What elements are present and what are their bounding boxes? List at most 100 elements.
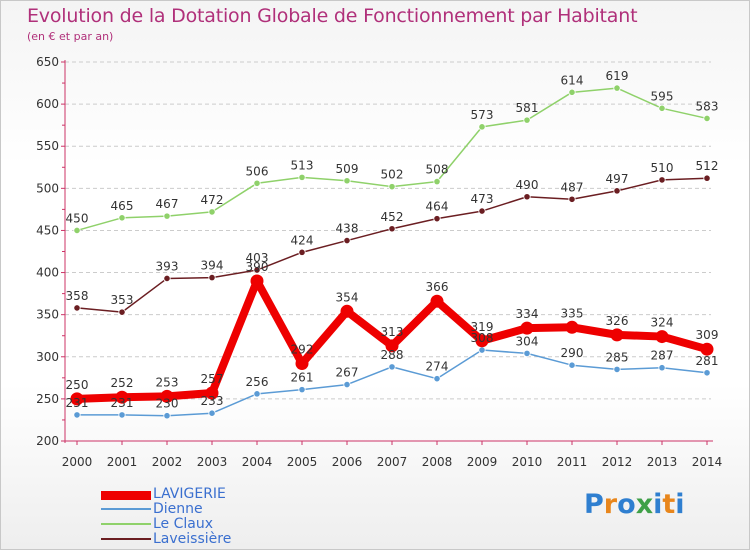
data-label-dienne-2003: 233 [201, 394, 224, 408]
data-label-le-claux-2010: 581 [516, 101, 539, 115]
data-point-laveissi-re-2012 [613, 187, 621, 195]
data-point-le-claux-2008 [433, 177, 441, 186]
data-point-dienne-2007 [388, 363, 396, 371]
legend-label-le-claux: Le Claux [153, 516, 214, 532]
data-label-laveissi-re-2005: 424 [291, 233, 314, 247]
logo-letter: t [662, 489, 676, 520]
data-label-laveissi-re-2004: 403 [246, 251, 269, 265]
legend-swatch-dienne [101, 508, 151, 510]
logo-letter: x [635, 489, 654, 520]
data-label-le-claux-2014: 583 [696, 99, 719, 113]
data-label-lavigerie-2004: 390 [246, 260, 269, 274]
data-label-dienne-2002: 230 [156, 397, 179, 411]
data-label-laveissi-re-2008: 464 [426, 200, 449, 214]
x-tick-label-2008: 2008 [422, 455, 453, 469]
data-point-le-claux-2010 [523, 116, 531, 124]
chart-subtitle: (en € et par an) [27, 30, 114, 43]
data-point-dienne-2000 [73, 411, 81, 419]
y-tick-label-350: 350 [36, 308, 59, 322]
data-point-le-claux-2011 [568, 88, 576, 96]
data-label-dienne-2012: 285 [606, 350, 629, 364]
data-point-le-claux-2005 [298, 173, 306, 181]
legend-label-laveissiere: Laveissière [153, 531, 232, 547]
data-label-laveissi-re-2010: 490 [516, 178, 539, 192]
data-label-laveissi-re-2006: 438 [336, 222, 359, 236]
y-tick-label-450: 450 [36, 223, 59, 237]
data-label-lavigerie-2000: 250 [66, 378, 89, 392]
data-labels: 358 353 393 394 403 424 438 452 464 473 490 487 497 5… [66, 69, 719, 411]
x-tick-label-2009: 2009 [467, 455, 498, 469]
data-point-lavigerie-2002 [160, 389, 174, 403]
logo-letter: i [653, 489, 663, 520]
data-point-lavigerie-2007 [385, 339, 399, 353]
data-point-lavigerie-2012 [610, 328, 624, 342]
y-tick-label-300: 300 [36, 350, 59, 364]
data-point-dienne-2003 [208, 409, 216, 417]
x-tick-label-2004: 2004 [242, 455, 273, 469]
data-point-le-claux-2000 [73, 226, 81, 235]
y-tick-label-600: 600 [36, 97, 59, 111]
data-point-dienne-2008 [433, 375, 441, 383]
x-tick-label-2007: 2007 [377, 455, 408, 469]
data-point-laveissi-re-2007 [388, 225, 396, 233]
data-label-le-claux-2013: 595 [651, 89, 674, 103]
data-point-le-claux-2007 [388, 183, 396, 191]
data-point-laveissi-re-2006 [343, 236, 351, 245]
data-point-dienne-2005 [298, 386, 306, 394]
data-point-dienne-2012 [613, 365, 621, 374]
data-point-dienne-2014 [703, 369, 711, 377]
series-lines [70, 84, 714, 420]
data-label-laveissi-re-2000: 358 [66, 289, 89, 303]
data-label-dienne-2004: 256 [246, 375, 269, 389]
data-label-dienne-2005: 261 [291, 371, 314, 385]
data-label-le-claux-2007: 502 [381, 168, 404, 182]
data-point-dienne-2004 [253, 390, 261, 398]
data-label-lavigerie-2014: 309 [696, 328, 719, 342]
data-label-lavigerie-2007: 313 [381, 325, 404, 339]
data-point-le-claux-2009 [478, 123, 486, 131]
data-label-dienne-2008: 274 [426, 360, 449, 374]
data-label-lavigerie-2009: 319 [471, 320, 494, 334]
logo-letter: o [617, 489, 636, 520]
data-point-laveissi-re-2014 [703, 174, 711, 182]
data-label-dienne-2014: 281 [696, 354, 719, 368]
y-tick-label-650: 650 [36, 55, 59, 69]
legend-swatch-laveissiere [101, 538, 151, 540]
data-point-le-claux-2012 [613, 84, 621, 92]
y-tick-label-550: 550 [36, 139, 59, 153]
axes: 200 250 300 350 400 450 500 550 600 650 2000 2001 20… [36, 55, 722, 469]
data-label-laveissi-re-2009: 473 [471, 192, 494, 206]
data-point-lavigerie-2013 [655, 330, 669, 344]
data-point-lavigerie-2004 [250, 274, 264, 288]
data-point-laveissi-re-2001 [118, 308, 126, 316]
legend-swatch-lavigerie [101, 491, 151, 500]
data-label-dienne-2006: 267 [336, 366, 359, 380]
data-label-lavigerie-2011: 335 [561, 306, 584, 320]
data-point-le-claux-2006 [343, 177, 351, 185]
data-point-lavigerie-2008 [430, 294, 444, 308]
data-point-dienne-2010 [523, 349, 531, 358]
data-point-laveissi-re-2011 [568, 195, 576, 203]
logo-letter: P [584, 489, 604, 520]
data-point-laveissi-re-2013 [658, 176, 666, 184]
y-tick-label-400: 400 [36, 266, 59, 280]
data-label-le-claux-2009: 573 [471, 108, 494, 122]
data-point-lavigerie-2014 [700, 342, 714, 356]
x-tick-label-2001: 2001 [107, 455, 138, 469]
data-label-le-claux-2008: 508 [426, 163, 449, 177]
data-point-laveissi-re-2000 [73, 304, 81, 312]
data-point-le-claux-2013 [658, 104, 666, 112]
data-point-laveissi-re-2005 [298, 248, 306, 256]
data-label-lavigerie-2013: 324 [651, 316, 674, 330]
data-label-lavigerie-2005: 292 [291, 343, 314, 357]
data-point-dienne-2002 [163, 412, 171, 420]
data-label-le-claux-2006: 509 [336, 162, 359, 176]
data-point-le-claux-2014 [703, 114, 711, 123]
data-label-lavigerie-2008: 366 [426, 280, 449, 294]
data-label-laveissi-re-2013: 510 [651, 161, 674, 175]
data-label-le-claux-2012: 619 [606, 69, 629, 83]
data-point-dienne-2011 [568, 361, 576, 369]
data-label-le-claux-2002: 467 [156, 197, 179, 211]
data-point-laveissi-re-2008 [433, 215, 441, 223]
